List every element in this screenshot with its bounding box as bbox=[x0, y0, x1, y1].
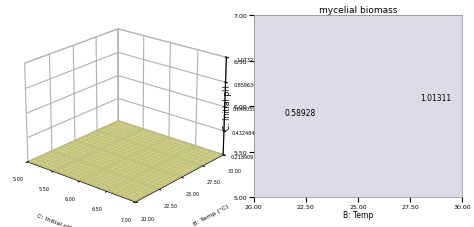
Text: 1.01311: 1.01311 bbox=[420, 93, 452, 102]
Y-axis label: B: Temp (°C): B: Temp (°C) bbox=[193, 203, 230, 226]
Title: mycelial biomass: mycelial biomass bbox=[319, 6, 397, 15]
X-axis label: C: Initial pH: C: Initial pH bbox=[36, 212, 72, 227]
Text: 0.58928: 0.58928 bbox=[285, 109, 316, 118]
X-axis label: B: Temp: B: Temp bbox=[343, 210, 373, 219]
Y-axis label: C: Initial pH: C: Initial pH bbox=[223, 84, 232, 129]
